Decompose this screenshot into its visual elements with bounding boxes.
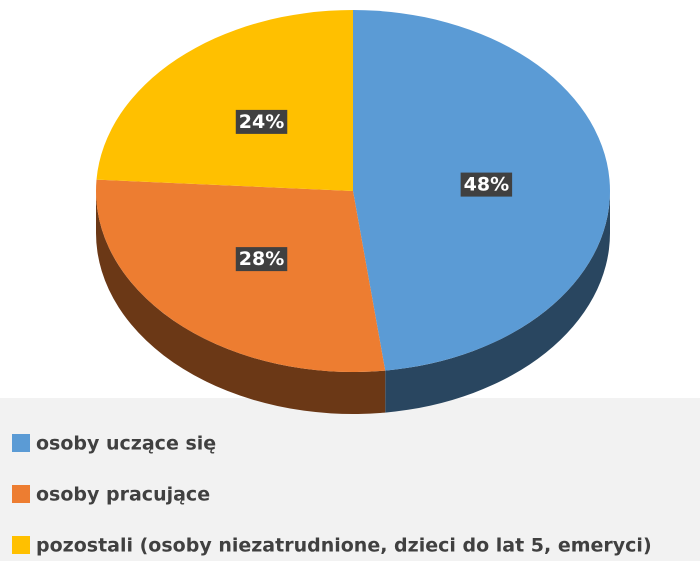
legend-background (0, 398, 700, 561)
data-label: 24% (239, 111, 284, 133)
legend-label: osoby uczące się (36, 433, 216, 455)
slice-side (385, 191, 610, 413)
data-label: 28% (239, 248, 284, 270)
legend-swatch (12, 434, 30, 452)
slice-side (96, 191, 386, 414)
data-label-background (235, 109, 288, 134)
slice (95, 179, 386, 372)
legend-swatch (12, 485, 30, 503)
slice (96, 10, 353, 191)
legend-swatch (12, 536, 30, 554)
data-label: 48% (464, 174, 509, 196)
data-label-background (460, 172, 513, 197)
legend-label: osoby pracujące (36, 484, 210, 506)
legend-label: pozostali (osoby niezatrudnione, dzieci … (36, 535, 652, 557)
data-label-background (235, 247, 288, 272)
